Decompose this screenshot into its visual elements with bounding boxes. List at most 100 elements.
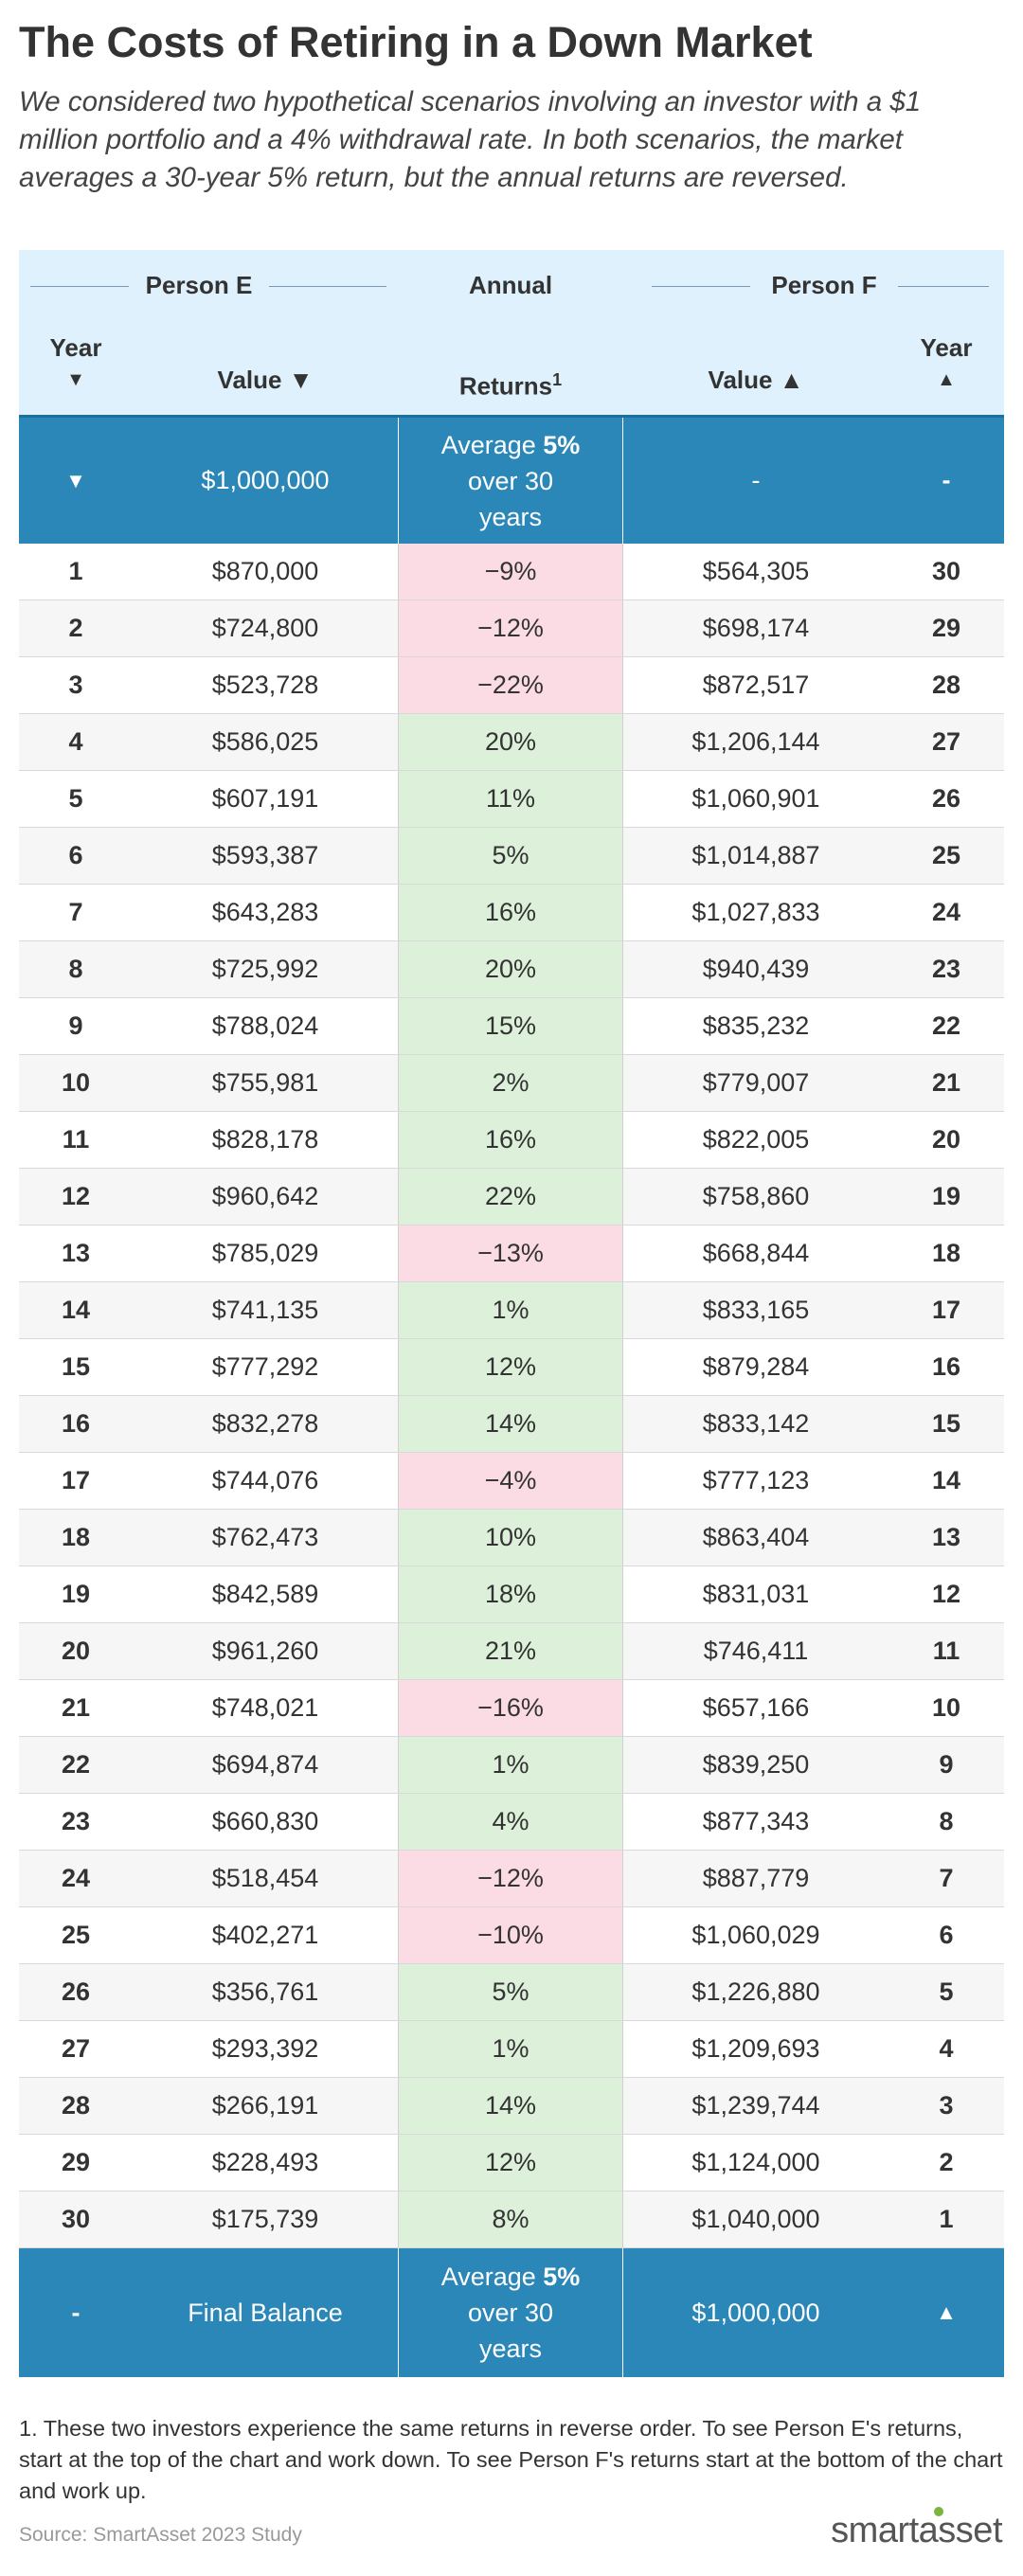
year-e-cell: 14 [61,1296,91,1324]
return-cell: 20% [398,714,623,770]
value-f-cell: $839,250 [702,1750,810,1779]
value-f-cell: $758,860 [702,1182,810,1210]
table-row: 18 $762,473 10% $863,404 13 [19,1510,1004,1566]
average-period: over 30 [467,2299,554,2327]
value-e-cell: $832,278 [211,1409,319,1438]
year-e-cell: 26 [61,1977,91,2006]
return-cell: 16% [398,1112,623,1168]
start-value-f: - [751,466,761,494]
value-e-cell: $870,000 [211,557,319,585]
end-value-e: Final Balance [188,2298,343,2327]
year-f-cell: 27 [931,727,961,756]
return-cell: −16% [398,1680,623,1736]
table-row: 10 $755,981 2% $779,007 21 [19,1055,1004,1112]
year-e-cell: 15 [61,1352,91,1381]
average-label: Average [440,2263,544,2291]
header-rule [269,286,386,287]
year-e-cell: 27 [61,2034,91,2063]
return-cell: −12% [398,600,623,656]
end-year-e: - [71,2298,81,2327]
average-period: over 30 [467,466,554,495]
year-f-cell: 4 [939,2034,954,2063]
value-f-cell: $877,343 [702,1807,810,1835]
value-e-cell: $586,025 [211,727,319,756]
value-f-cell: $887,779 [702,1864,810,1892]
year-f-cell: 25 [931,841,961,869]
year-e-cell: 5 [68,784,83,813]
table-row: 16 $832,278 14% $833,142 15 [19,1396,1004,1453]
return-cell: −22% [398,657,623,713]
value-f-cell: $940,439 [702,955,810,983]
year-e-cell: 1 [68,557,83,585]
return-cell: 4% [398,1794,623,1850]
value-f-cell: $1,014,887 [691,841,820,869]
year-f-cell: 19 [931,1182,961,1210]
table-row: 30 $175,739 8% $1,040,000 1 [19,2191,1004,2248]
page-title: The Costs of Retiring in a Down Market [19,18,813,66]
year-f-cell: 2 [939,2148,954,2176]
header-annual: Annual [468,271,553,299]
year-f-cell: 21 [931,1068,961,1097]
header-returns-label: Returns [458,371,553,401]
year-f-cell: 7 [939,1864,954,1892]
return-cell: −9% [398,544,623,599]
sort-up-icon: ▲ [937,369,956,390]
header-returns: Returns1 [398,364,623,402]
average-value: 5% [543,430,581,459]
value-e-cell: $643,283 [211,898,319,926]
year-f-cell: 8 [939,1807,954,1835]
value-e-cell: $523,728 [211,671,319,699]
year-e-cell: 19 [61,1580,91,1608]
value-f-cell: $1,209,693 [691,2034,820,2063]
table-row: 27 $293,392 1% $1,209,693 4 [19,2021,1004,2078]
year-f-cell: 12 [931,1580,961,1608]
value-f-cell: $1,226,880 [691,1977,820,2006]
returns-table: Person E Annual Person F Year ▼ Value ▼ … [19,250,1004,2377]
return-cell: 22% [398,1169,623,1225]
value-e-cell: $725,992 [211,955,319,983]
start-average-return: Average 5% over 30 years [398,418,623,544]
year-f-cell: 23 [931,955,961,983]
value-f-cell: $822,005 [702,1125,810,1154]
value-f-cell: $657,166 [702,1693,810,1722]
table-row: 19 $842,589 18% $831,031 12 [19,1566,1004,1623]
return-cell: 1% [398,1737,623,1793]
header-rule [30,286,129,287]
year-f-cell: 9 [939,1750,954,1779]
value-f-cell: $833,142 [702,1409,810,1438]
header-rule [652,286,750,287]
header-person-f: Person F [771,271,877,299]
table-row: 8 $725,992 20% $940,439 23 [19,941,1004,998]
value-e-cell: $660,830 [211,1807,319,1835]
table-row: 20 $961,260 21% $746,411 11 [19,1623,1004,1680]
table-row: 5 $607,191 11% $1,060,901 26 [19,771,1004,828]
header-person-e: Person E [145,271,253,299]
year-f-cell: 18 [931,1239,961,1267]
year-f-cell: 14 [931,1466,961,1494]
start-year-e: ▼ [65,468,86,492]
return-cell: 12% [398,1339,623,1395]
year-e-cell: 24 [61,1864,91,1892]
header-year-e-label: Year [49,333,102,362]
header-value-e: Value ▼ [217,366,314,394]
end-year-f: ▲ [936,2300,957,2324]
logo-wordmark: smartasset [831,2511,1002,2550]
return-cell: 12% [398,2135,623,2191]
header-year-e: Year ▼ [19,331,133,396]
value-f-cell: $831,031 [702,1580,810,1608]
return-cell: 1% [398,1282,623,1338]
value-e-cell: $748,021 [211,1693,319,1722]
year-e-cell: 11 [62,1125,90,1154]
year-e-cell: 7 [68,898,83,926]
footnote: 1. These two investors experience the sa… [19,2416,1003,2503]
table-row: 23 $660,830 4% $877,343 8 [19,1794,1004,1851]
value-e-cell: $741,135 [211,1296,319,1324]
value-e-cell: $518,454 [211,1864,319,1892]
footnote-marker: 1 [552,370,563,389]
year-e-cell: 4 [68,727,83,756]
value-e-cell: $266,191 [211,2091,319,2120]
value-f-cell: $1,040,000 [691,2205,820,2233]
logo-dot-icon [934,2507,943,2516]
value-e-cell: $228,493 [211,2148,319,2176]
year-f-cell: 22 [931,1011,961,1040]
